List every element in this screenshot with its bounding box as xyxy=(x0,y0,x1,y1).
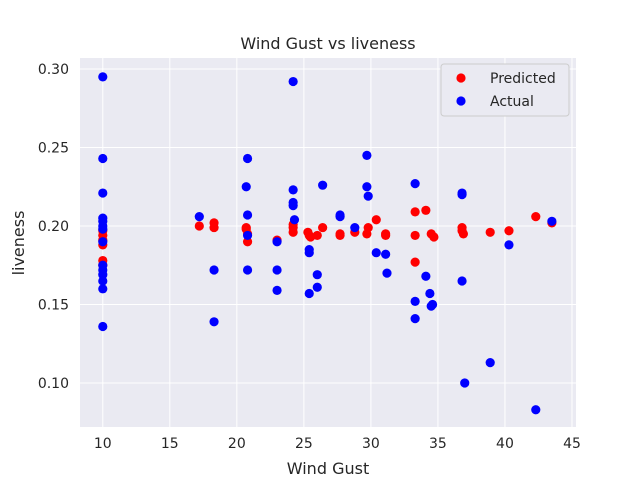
actual-point xyxy=(304,248,314,258)
actual-point xyxy=(288,185,298,195)
predicted-point xyxy=(429,232,439,242)
y-tick-label: 0.10 xyxy=(38,376,69,392)
x-tick-label: 15 xyxy=(161,436,179,452)
y-axis-label: liveness xyxy=(9,211,28,276)
actual-point xyxy=(350,222,360,233)
actual-point xyxy=(98,284,108,294)
actual-point xyxy=(272,285,282,295)
predicted-point xyxy=(421,205,431,215)
predicted-point xyxy=(381,230,391,241)
predicted-point xyxy=(371,215,381,225)
predicted-point xyxy=(288,227,298,237)
actual-point xyxy=(382,268,392,278)
actual-point xyxy=(289,215,300,225)
legend: Predicted Actual xyxy=(440,63,570,117)
actual-point xyxy=(98,237,108,247)
x-tick-label: 10 xyxy=(94,436,112,452)
x-tick-label: 20 xyxy=(228,436,246,452)
actual-point xyxy=(547,216,557,226)
actual-point xyxy=(194,211,204,222)
actual-point xyxy=(272,237,282,247)
actual-point xyxy=(312,270,322,280)
actual-point xyxy=(98,276,108,286)
predicted-point xyxy=(209,222,219,233)
legend-label-predicted: Predicted xyxy=(490,71,556,87)
predicted-point xyxy=(410,207,420,217)
actual-point xyxy=(504,240,514,250)
actual-point xyxy=(421,271,431,281)
actual-point xyxy=(410,179,420,189)
actual-point xyxy=(98,224,108,234)
chart-title: Wind Gust vs liveness xyxy=(240,34,415,53)
y-tick-label: 0.20 xyxy=(38,219,69,235)
y-tick-label: 0.25 xyxy=(38,141,69,157)
actual-point xyxy=(425,288,435,299)
actual-point xyxy=(241,182,251,192)
actual-point xyxy=(242,210,253,220)
actual-point xyxy=(318,180,328,190)
predicted-point xyxy=(410,230,420,241)
actual-point xyxy=(362,150,372,160)
actual-point xyxy=(363,191,373,201)
actual-point xyxy=(312,282,322,292)
predicted-point xyxy=(410,257,420,267)
actual-point xyxy=(242,265,253,275)
x-tick-label: 45 xyxy=(563,436,581,452)
predicted-point xyxy=(194,221,204,231)
actual-point xyxy=(531,405,541,415)
predicted-point xyxy=(312,230,322,241)
x-axis-label: Wind Gust xyxy=(287,459,369,478)
predicted-point xyxy=(318,222,328,233)
actual-point xyxy=(242,230,253,241)
actual-point xyxy=(335,211,345,222)
actual-point xyxy=(98,321,108,332)
actual-point xyxy=(98,72,108,82)
actual-point xyxy=(410,314,420,324)
predicted-point xyxy=(504,226,514,236)
actual-point xyxy=(381,249,391,259)
x-tick-label: 25 xyxy=(295,436,313,452)
actual-point xyxy=(98,188,108,198)
actual-point xyxy=(427,299,438,310)
actual-point xyxy=(209,265,219,275)
actual-point xyxy=(272,265,282,275)
y-tick-label: 0.15 xyxy=(38,298,69,314)
legend-box xyxy=(440,63,570,117)
actual-point xyxy=(288,76,298,87)
y-tick-label: 0.30 xyxy=(38,62,69,78)
actual-series xyxy=(98,72,557,415)
actual-point xyxy=(209,317,219,327)
actual-point xyxy=(410,296,420,306)
y-tick-labels: 0.10 0.15 0.20 0.25 0.30 xyxy=(38,62,69,392)
actual-point xyxy=(362,182,372,192)
grid-lines xyxy=(80,58,576,427)
actual-point xyxy=(457,190,467,200)
x-tick-label: 40 xyxy=(496,436,514,452)
actual-point xyxy=(460,378,470,388)
x-tick-labels: 10 15 20 25 30 35 40 45 xyxy=(94,436,581,452)
predicted-point xyxy=(335,230,345,241)
predicted-point xyxy=(363,222,373,233)
actual-point xyxy=(371,248,381,258)
legend-marker-actual xyxy=(456,96,466,106)
actual-point xyxy=(98,153,108,164)
x-tick-label: 30 xyxy=(362,436,380,452)
actual-point xyxy=(457,276,467,286)
x-tick-label: 35 xyxy=(429,436,447,452)
actual-point xyxy=(485,358,495,368)
legend-label-actual: Actual xyxy=(490,94,534,110)
predicted-point xyxy=(458,229,468,239)
actual-point xyxy=(304,288,314,299)
actual-point xyxy=(288,201,298,211)
predicted-point xyxy=(485,227,495,237)
legend-marker-predicted xyxy=(456,73,466,83)
predicted-point xyxy=(531,211,541,222)
actual-point xyxy=(242,153,253,164)
